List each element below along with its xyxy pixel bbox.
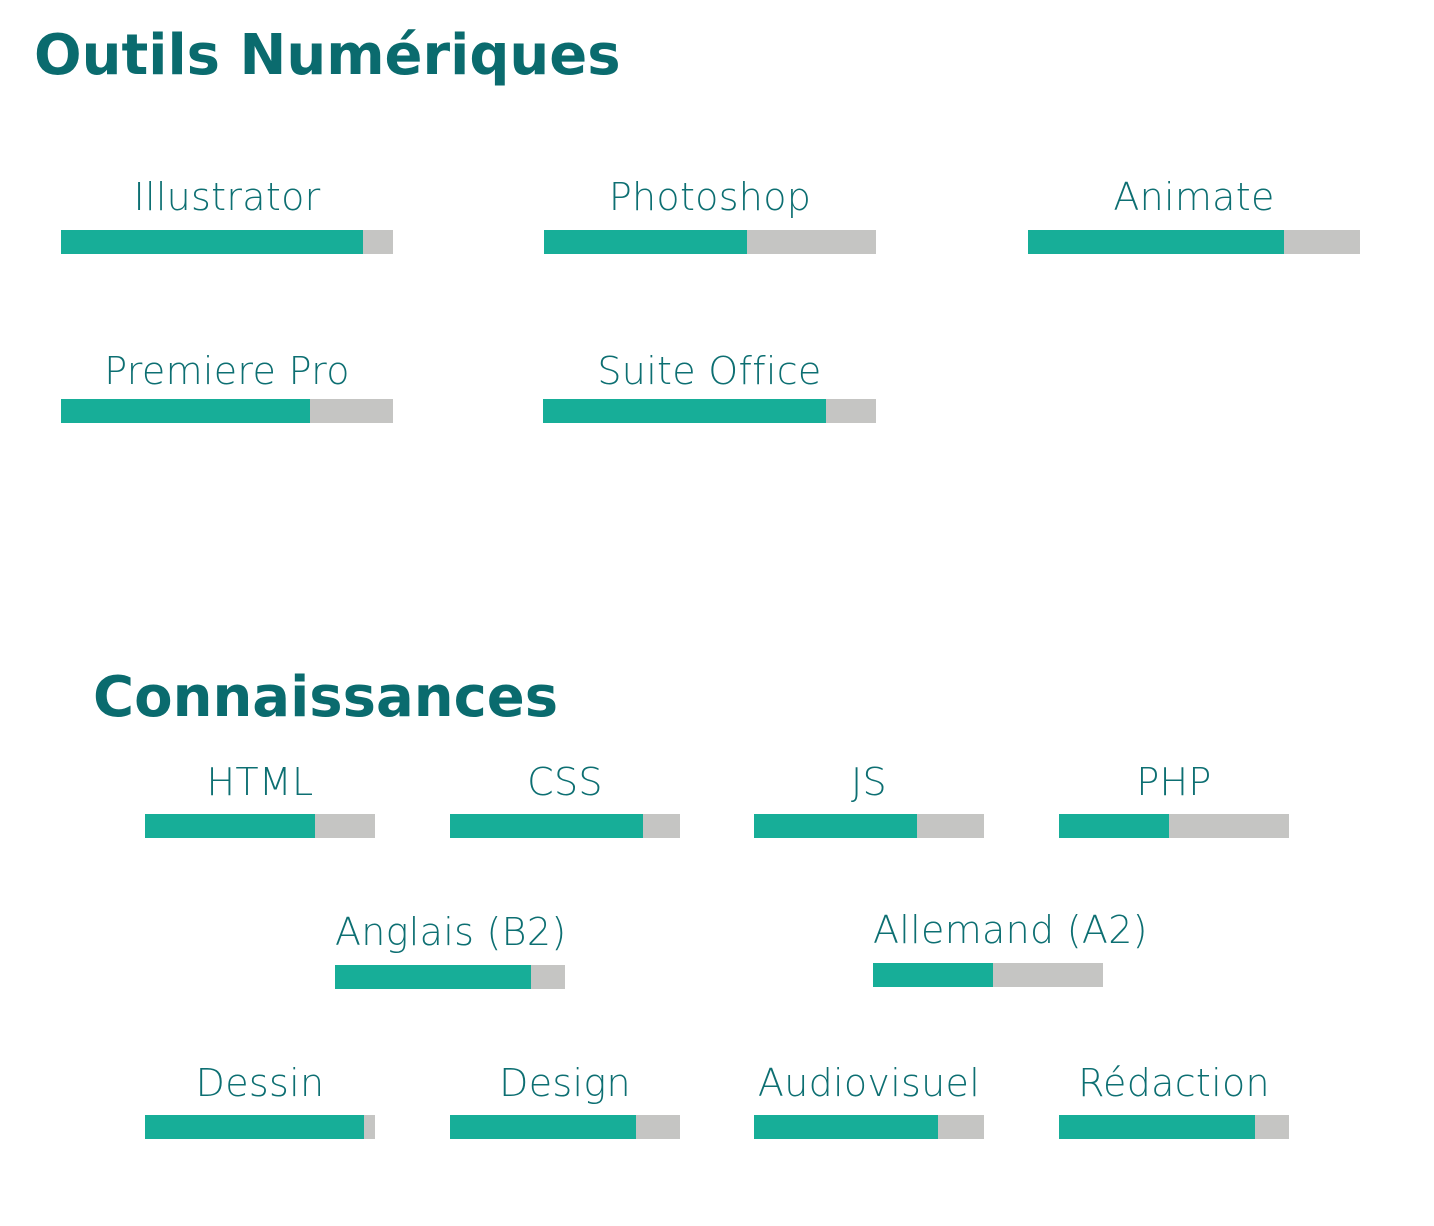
skill-bar-fill [873, 963, 993, 987]
skill-label: Allemand (A2) [873, 908, 1148, 952]
skill-label: Anglais (B2) [335, 910, 567, 954]
skill-bar-track [1028, 230, 1360, 254]
skill-design: Design [450, 1061, 680, 1139]
skill-anglais: Anglais (B2) [335, 910, 567, 989]
skill-css: CSS [450, 760, 680, 838]
skill-label: Illustrator [133, 175, 321, 219]
skill-label: HTML [206, 760, 314, 804]
skill-label: Photoshop [608, 175, 812, 219]
skill-bar-track [544, 230, 876, 254]
skill-label: JS [851, 760, 887, 804]
skill-redaction: Rédaction [1059, 1061, 1289, 1139]
skill-bar-fill [450, 1115, 637, 1139]
skill-label: Dessin [195, 1061, 325, 1105]
skill-js: JS [754, 760, 984, 838]
skill-bar-fill [1059, 1115, 1255, 1139]
skill-bar-fill [754, 1115, 938, 1139]
skill-bar-track [61, 399, 393, 423]
skill-bar-track [754, 814, 984, 838]
skill-label: Design [499, 1061, 631, 1105]
skill-html: HTML [145, 760, 375, 838]
skill-label: CSS [527, 760, 603, 804]
skill-php: PHP [1059, 760, 1289, 838]
skill-bar-track [754, 1115, 984, 1139]
skill-bar-track [450, 814, 680, 838]
skill-label: Suite Office [597, 349, 822, 393]
skill-bar-track [1059, 814, 1289, 838]
skill-bar-fill [754, 814, 918, 838]
skill-label: Audiovisuel [757, 1061, 981, 1105]
skill-bar-fill [145, 1115, 364, 1139]
skill-bar-track [873, 963, 1103, 987]
section-title-outils-numeriques: Outils Numériques [34, 23, 621, 88]
skill-label: PHP [1136, 760, 1212, 804]
skill-bar-track [61, 230, 393, 254]
skill-bar-fill [145, 814, 316, 838]
skill-bar-fill [544, 230, 747, 254]
skill-bar-track [335, 965, 565, 989]
skill-suite-office: Suite Office [543, 349, 876, 423]
skill-bar-fill [450, 814, 644, 838]
skill-bar-track [450, 1115, 680, 1139]
skill-bar-fill [1059, 814, 1170, 838]
skill-label: Animate [1113, 175, 1275, 219]
skill-allemand: Allemand (A2) [873, 908, 1148, 987]
skill-bar-fill [543, 399, 827, 423]
skill-photoshop: Photoshop [544, 175, 876, 254]
skill-label: Rédaction [1078, 1061, 1270, 1105]
skill-bar-track [145, 1115, 375, 1139]
skill-bar-track [1059, 1115, 1289, 1139]
skill-illustrator: Illustrator [61, 175, 393, 254]
skill-label: Premiere Pro [104, 349, 350, 393]
skill-bar-fill [61, 399, 310, 423]
section-title-connaissances: Connaissances [93, 665, 559, 730]
skill-premiere-pro: Premiere Pro [61, 349, 393, 423]
skill-bar-fill [335, 965, 531, 989]
skill-bar-fill [61, 230, 364, 254]
skill-bar-track [145, 814, 375, 838]
skill-bar-track [543, 399, 876, 423]
skill-dessin: Dessin [145, 1061, 375, 1139]
skill-audiovisuel: Audiovisuel [754, 1061, 984, 1139]
skill-bar-fill [1028, 230, 1284, 254]
skill-animate: Animate [1028, 175, 1360, 254]
